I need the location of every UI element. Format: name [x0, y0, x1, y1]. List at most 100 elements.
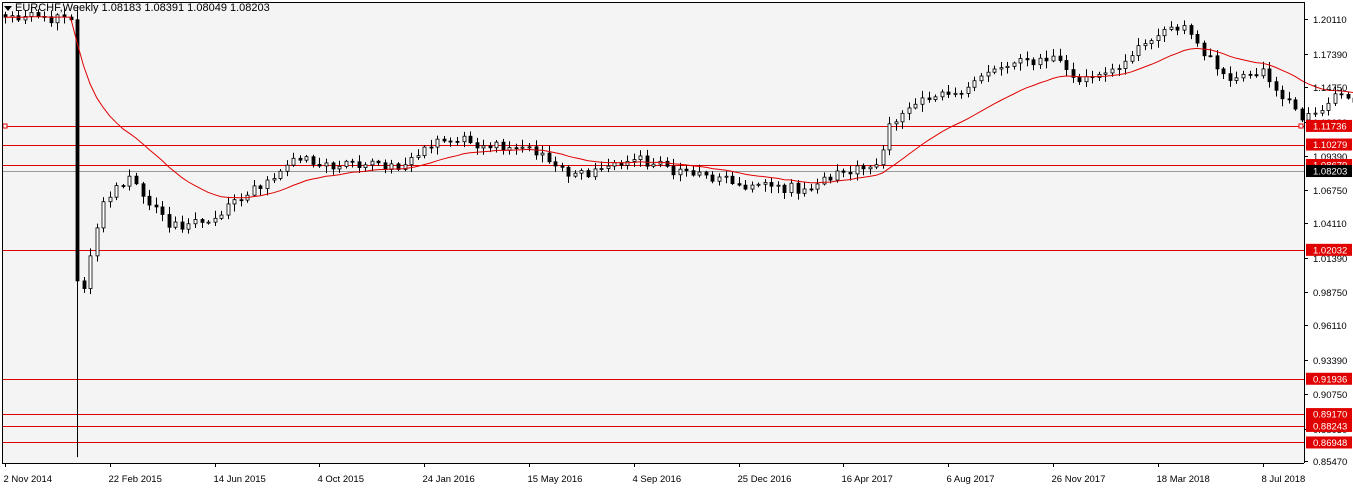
candle-body-up — [756, 183, 761, 186]
candle-body-down — [534, 146, 539, 156]
candle-body-up — [435, 138, 440, 148]
candle-body-up — [678, 168, 683, 176]
candle-body-down — [704, 171, 709, 176]
candle-body-down — [239, 199, 244, 202]
level-tag-label: 1.10279 — [1313, 140, 1347, 151]
candle-body-down — [75, 19, 80, 282]
current-price-tag-label: 1.08203 — [1313, 167, 1347, 178]
candle-body-up — [1156, 35, 1161, 42]
candle-body-down — [121, 185, 126, 187]
x-tick-label: 26 Nov 2017 — [1052, 474, 1106, 485]
candle-body-up — [206, 221, 211, 224]
candle-body-up — [304, 156, 309, 161]
candle-body-down — [1025, 58, 1030, 61]
ohlc-values: 1.08183 1.08391 1.08049 1.08203 — [101, 2, 270, 14]
candle-body-up — [573, 172, 578, 177]
candle-body-up — [114, 185, 119, 198]
candle-body-up — [1306, 113, 1311, 121]
candle-body-up — [802, 188, 807, 194]
candle-body-down — [200, 219, 205, 223]
candle-body-up — [651, 163, 656, 167]
candle-body-down — [547, 152, 552, 163]
candle-body-up — [1149, 40, 1154, 45]
candle-body-up — [1241, 73, 1246, 79]
candle-body-up — [1051, 55, 1056, 62]
candle-body-down — [488, 145, 493, 149]
candle-body-down — [1208, 55, 1213, 58]
x-tick-label: 15 May 2016 — [528, 474, 583, 485]
y-tick-label: 1.01390 — [1313, 254, 1347, 265]
candle-body-up — [724, 175, 729, 178]
candle-body-up — [540, 152, 545, 156]
level-tag-bg — [1306, 408, 1352, 421]
candle-body-down — [1215, 55, 1220, 70]
candle-body-down — [455, 140, 460, 143]
chart-menu-arrow-icon[interactable] — [4, 5, 12, 11]
candle-body-down — [1274, 81, 1279, 91]
candle-body-up — [632, 159, 637, 162]
candle-body-up — [494, 141, 499, 149]
candle-body-down — [769, 182, 774, 187]
candle-body-down — [710, 174, 715, 182]
level-tag-label: 1.02032 — [1313, 245, 1347, 256]
plot-area[interactable] — [2, 2, 1304, 463]
candle-body-up — [344, 160, 349, 167]
candle-body-up — [337, 166, 342, 170]
candle-body-down — [1064, 60, 1069, 70]
candle-body-down — [861, 165, 866, 170]
level-tag-label: 0.89170 — [1313, 410, 1347, 421]
candle-body-down — [448, 140, 453, 143]
candle-body-up — [95, 227, 100, 257]
candle-body-down — [429, 146, 434, 149]
candle-body-down — [468, 135, 473, 144]
candle-body-down — [1339, 93, 1344, 96]
candle-body-down — [1031, 59, 1036, 66]
level-tag-label: 0.88243 — [1313, 421, 1347, 432]
candle-body-down — [560, 165, 565, 168]
candle-body-down — [180, 221, 185, 230]
candle-body-down — [1077, 76, 1082, 83]
candle-body-down — [1044, 57, 1049, 62]
candle-body-down — [665, 160, 670, 167]
candle-body-up — [108, 196, 113, 203]
candle-body-up — [933, 96, 938, 100]
candle-body-up — [422, 146, 427, 157]
candle-body-up — [226, 203, 231, 216]
candle-body-down — [586, 170, 591, 178]
candle-body-up — [868, 166, 873, 170]
candle-body-up — [999, 67, 1004, 70]
y-tick-label: 0.93390 — [1313, 356, 1347, 367]
candle-body-up — [363, 164, 368, 168]
candle-body-up — [1005, 65, 1010, 69]
level-tag-bg — [1306, 372, 1352, 385]
candle-body-down — [376, 160, 381, 164]
candle-body-up — [370, 160, 375, 166]
candle-body-up — [1117, 68, 1122, 70]
candle-body-down — [258, 185, 263, 189]
candle-body-up — [1143, 43, 1148, 47]
candle-body-down — [396, 163, 401, 170]
candle-body-up — [1038, 57, 1043, 66]
candle-body-down — [737, 183, 742, 186]
candle-body-down — [684, 168, 689, 172]
candle-body-up — [887, 123, 892, 151]
candle-body-down — [442, 138, 447, 142]
candle-body-up — [101, 201, 106, 229]
candle-body-up — [462, 135, 467, 143]
candle-body-down — [311, 156, 316, 165]
candle-body-down — [1071, 69, 1076, 78]
candle-body-up — [127, 175, 132, 187]
candle-body-up — [894, 121, 899, 125]
candle-body-up — [940, 91, 945, 98]
candle-body-down — [848, 171, 853, 175]
candle-body-up — [252, 185, 257, 196]
candle-body-up — [1136, 45, 1141, 57]
x-tick-label: 2 Nov 2014 — [4, 474, 53, 485]
candle-body-down — [1346, 94, 1351, 99]
candle-body-up — [1123, 60, 1128, 69]
candle-body-up — [986, 71, 991, 77]
level-tag-bg — [1306, 138, 1352, 151]
candle-body-down — [946, 91, 951, 95]
candle-body-up — [1234, 77, 1239, 81]
